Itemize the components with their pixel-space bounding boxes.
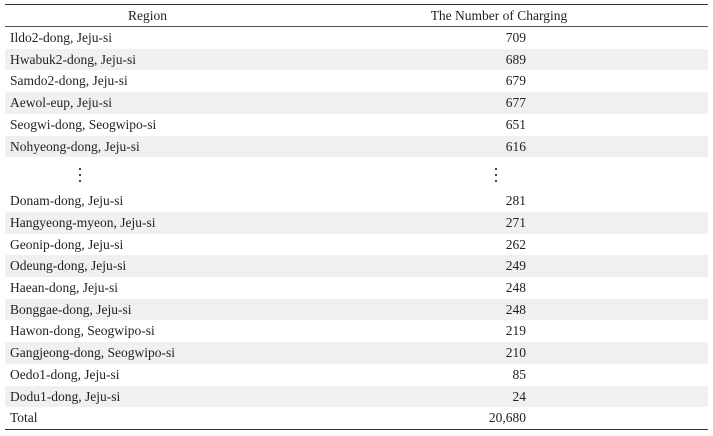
count-cell: 248 <box>290 277 708 299</box>
region-cell: Odeung-dong, Jeju-si <box>10 258 127 274</box>
table-row: Hawon-dong, Seogwipo-si 219 <box>5 320 708 342</box>
count-cell: 210 <box>290 342 708 364</box>
region-cell: Donam-dong, Jeju-si <box>10 193 124 209</box>
ellipsis-row <box>5 157 708 190</box>
table-row: Haean-dong, Jeju-si 248 <box>5 277 708 299</box>
count-value: 689 <box>505 51 526 67</box>
total-count-value: 20,680 <box>488 410 526 426</box>
count-cell: 24 <box>290 386 708 408</box>
region-cell: Aewol-eup, Jeju-si <box>10 95 112 111</box>
region-cell: Haean-dong, Jeju-si <box>10 280 118 296</box>
count-value: 210 <box>505 345 526 361</box>
region-cell: Dodu1-dong, Jeju-si <box>10 388 121 404</box>
count-value: 677 <box>505 95 526 111</box>
vertical-ellipsis-icon <box>494 166 548 185</box>
region-cell: Oedo1-dong, Jeju-si <box>10 366 120 382</box>
count-value: 281 <box>505 193 526 209</box>
region-cell: Hwabuk2-dong, Jeju-si <box>10 51 136 67</box>
count-cell: 709 <box>290 27 708 49</box>
count-cell: 651 <box>290 114 708 136</box>
table-row: Oedo1-dong, Jeju-si 85 <box>5 364 708 386</box>
count-cell: 85 <box>290 364 708 386</box>
count-cell: 679 <box>290 70 708 92</box>
count-cell: 616 <box>290 136 708 158</box>
region-cell: Samdo2-dong, Jeju-si <box>10 73 128 89</box>
count-value: 249 <box>505 258 526 274</box>
charging-count-table: Region The Number of Charging Ildo2-dong… <box>5 4 708 430</box>
region-cell: Nohyeong-dong, Jeju-si <box>10 138 140 154</box>
total-row: Total 20,680 <box>5 407 708 430</box>
table-row: Hangyeong-myeon, Jeju-si 271 <box>5 211 708 234</box>
count-value: 24 <box>512 388 527 404</box>
region-cell: Gangjeong-dong, Seogwipo-si <box>10 345 175 361</box>
total-label: Total <box>10 410 38 426</box>
table-row: Aewol-eup, Jeju-si 677 <box>5 92 708 114</box>
region-cell: Geonip-dong, Jeju-si <box>10 236 124 252</box>
count-value: 679 <box>505 73 526 89</box>
count-ellipsis-cell <box>290 157 708 190</box>
charging-count-column-header: The Number of Charging <box>430 8 568 23</box>
count-value: 248 <box>505 280 526 296</box>
region-column-header: Region <box>128 8 167 23</box>
table-row: Nohyeong-dong, Jeju-si 616 <box>5 135 708 158</box>
count-value: 248 <box>505 301 526 317</box>
region-cell: Ildo2-dong, Jeju-si <box>10 30 112 45</box>
table-row: Bonggae-dong, Jeju-si 248 <box>5 298 708 321</box>
count-value: 616 <box>505 138 526 154</box>
table-row: Donam-dong, Jeju-si 281 <box>5 190 708 212</box>
table-row: Seogwi-dong, Seogwipo-si 651 <box>5 114 708 136</box>
vertical-ellipsis-icon <box>78 166 82 185</box>
count-cell: 262 <box>290 234 708 256</box>
table-row: Hwabuk2-dong, Jeju-si 689 <box>5 48 708 71</box>
region-cell: Hawon-dong, Seogwipo-si <box>10 323 155 339</box>
table-row: Gangjeong-dong, Seogwipo-si 210 <box>5 342 708 364</box>
count-cell: 248 <box>290 299 708 321</box>
count-value: 271 <box>505 214 526 230</box>
count-value: 262 <box>505 236 526 252</box>
count-cell: 677 <box>290 92 708 114</box>
count-value: 709 <box>505 30 526 45</box>
region-cell: Bonggae-dong, Jeju-si <box>10 301 132 317</box>
count-cell: 219 <box>290 320 708 342</box>
count-cell: 271 <box>290 212 708 234</box>
count-value: 651 <box>505 116 526 132</box>
region-ellipsis-cell <box>5 157 290 190</box>
count-cell: 281 <box>290 190 708 212</box>
count-value: 219 <box>505 323 526 339</box>
region-cell: Seogwi-dong, Seogwipo-si <box>10 116 157 132</box>
table-row: Samdo2-dong, Jeju-si 679 <box>5 70 708 92</box>
total-count-cell: 20,680 <box>290 407 708 429</box>
table-row: Odeung-dong, Jeju-si 249 <box>5 255 708 278</box>
table-row: Dodu1-dong, Jeju-si 24 <box>5 385 708 408</box>
table-row: Geonip-dong, Jeju-si 262 <box>5 234 708 256</box>
region-cell: Hangyeong-myeon, Jeju-si <box>10 214 156 230</box>
table-header-row: Region The Number of Charging <box>5 4 708 27</box>
count-cell: 249 <box>290 255 708 277</box>
count-value: 85 <box>512 366 527 382</box>
count-cell: 689 <box>290 49 708 71</box>
table-row: Ildo2-dong, Jeju-si 709 <box>5 27 708 49</box>
